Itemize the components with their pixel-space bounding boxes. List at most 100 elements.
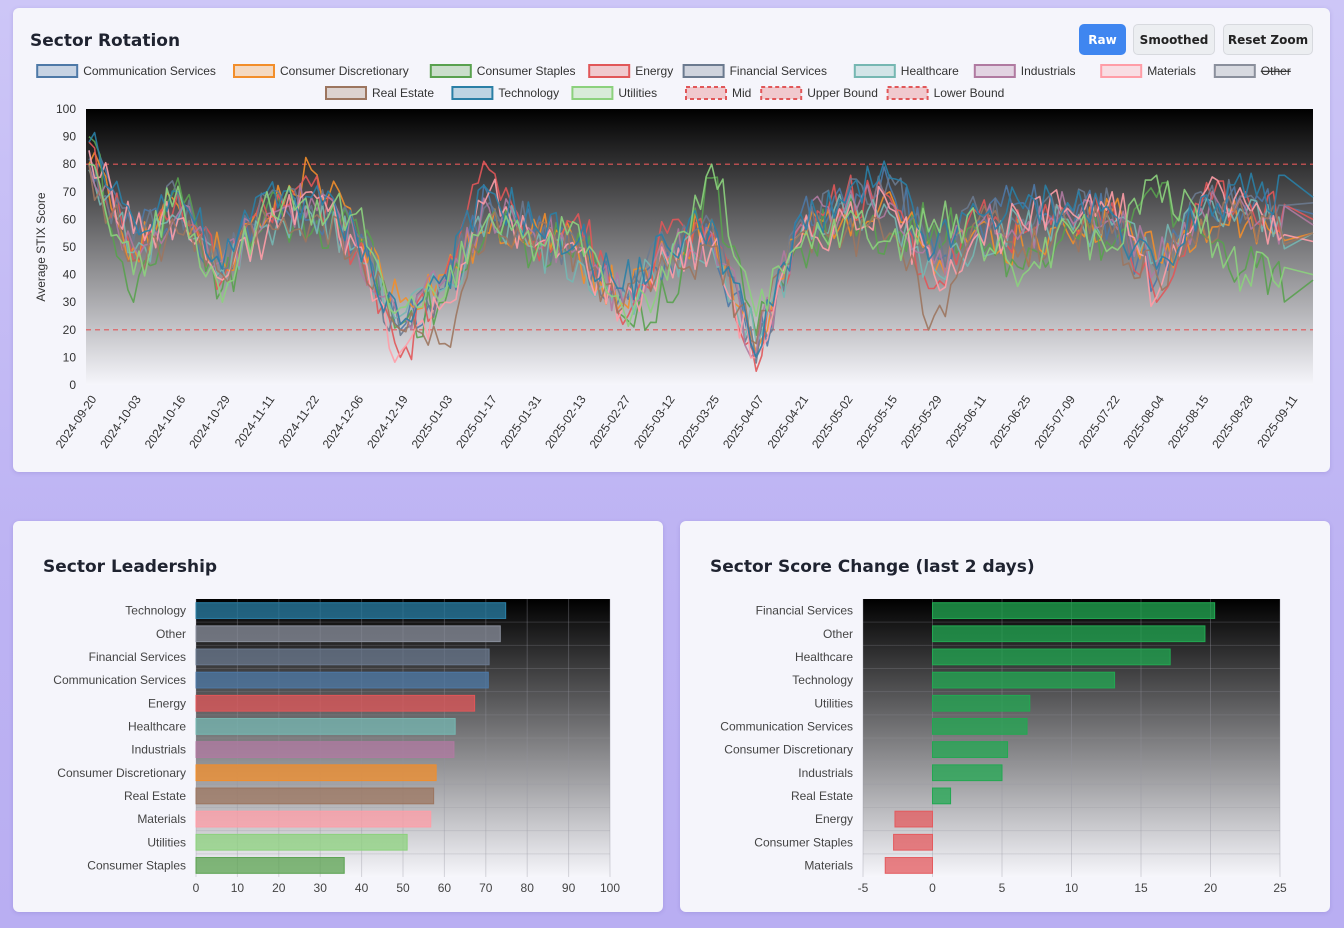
legend-swatch	[36, 64, 79, 78]
bar-materials[interactable]	[884, 857, 934, 874]
series-line-industrials	[88, 163, 1314, 358]
legend-label: Lower Bound	[934, 86, 1005, 100]
sector-score-change-title: Sector Score Change (last 2 days)	[710, 557, 1035, 577]
sector-leadership-card: Sector Leadership 0 10 20 30 40 50 60 70 80 90 100…	[13, 521, 663, 912]
x-tick-label: 2025-07-22	[1076, 392, 1123, 451]
legend-item-healthcare[interactable]: Healthcare	[853, 64, 959, 78]
legend-label: Communication Services	[83, 64, 216, 78]
sector-leadership-title: Sector Leadership	[43, 557, 218, 577]
legend-swatch	[429, 64, 472, 78]
category-label: Energy	[815, 812, 853, 826]
y-axis-label: Average STIX Score	[34, 192, 48, 301]
legend-item-materials[interactable]: Materials	[1100, 64, 1196, 78]
bar-materials[interactable]	[195, 810, 432, 828]
legend-swatch	[451, 86, 494, 100]
bar-technology[interactable]	[932, 671, 1116, 689]
bar-other[interactable]	[195, 625, 501, 643]
legend-item-utilities[interactable]: Utilities	[571, 86, 657, 100]
legend-swatch	[588, 64, 631, 78]
bar-technology[interactable]	[195, 602, 507, 619]
bar-real-estate[interactable]	[195, 787, 435, 805]
sector-leadership-chart[interactable]: 0 10 20 30 40 50 60 70 80 90 100 Technology Other Fin…	[13, 521, 663, 912]
x-tick-label: 80	[521, 881, 535, 895]
legend-item-upper-bound[interactable]: Upper Bound	[760, 86, 878, 100]
category-label: Materials	[804, 858, 853, 872]
x-tick-label: 2025-04-07	[720, 392, 767, 451]
x-tick-label: 5	[999, 881, 1006, 895]
bar-financial-services[interactable]	[195, 648, 490, 666]
legend-item-real-estate[interactable]: Real Estate	[325, 86, 434, 100]
legend-label: Materials	[1147, 64, 1196, 78]
plot-area	[863, 599, 1280, 877]
legend-item-consumer-discretionary[interactable]: Consumer Discretionary	[233, 64, 409, 78]
category-label: Healthcare	[128, 719, 186, 733]
series-line-technology	[88, 131, 1314, 359]
category-label: Energy	[148, 696, 186, 710]
sector-score-change-chart[interactable]: -5 0 5 10 15 20 25 Financial Services Other Healt…	[680, 521, 1330, 912]
bar-communication-services[interactable]	[195, 671, 489, 689]
legend-item-energy[interactable]: Energy	[588, 64, 673, 78]
legend-item-mid[interactable]: Mid	[685, 86, 751, 100]
bar-other[interactable]	[932, 625, 1206, 643]
x-tick-label: 2024-10-03	[97, 392, 144, 451]
bar-utilities[interactable]	[195, 833, 408, 851]
y-tick-label: 80	[63, 157, 77, 171]
legend-item-financial-services[interactable]: Financial Services	[682, 64, 827, 78]
sector-rotation-card: Sector Rotation Raw Smoothed Reset Zoom …	[13, 8, 1330, 472]
x-tick-label: 10	[231, 881, 245, 895]
legend-swatch	[325, 86, 367, 100]
x-tick-label: 2024-12-06	[320, 392, 367, 451]
category-label: Consumer Discretionary	[57, 766, 186, 780]
category-label: Financial Services	[89, 650, 186, 664]
x-tick-label: 0	[929, 881, 936, 895]
legend-item-consumer-staples[interactable]: Consumer Staples	[429, 64, 576, 78]
bar-utilities[interactable]	[932, 694, 1031, 712]
bar-energy[interactable]	[894, 810, 933, 828]
x-tick-label: 100	[600, 881, 620, 895]
legend-item-other[interactable]: Other	[1213, 64, 1291, 78]
sector-score-change-card: Sector Score Change (last 2 days) -5 0 5 10…	[680, 521, 1330, 912]
legend-label: Consumer Staples	[477, 64, 576, 78]
bar-communication-services[interactable]	[932, 718, 1028, 735]
bar-real-estate[interactable]	[932, 787, 952, 805]
legend-item-industrials[interactable]: Industrials	[973, 64, 1076, 78]
legend-label: Financial Services	[730, 64, 827, 78]
category-label: Financial Services	[756, 604, 853, 618]
reset-zoom-button[interactable]: Reset Zoom	[1223, 24, 1313, 55]
sector-rotation-chart[interactable]: Communication Services Consumer Discretio…	[13, 8, 1330, 472]
y-tick-label: 90	[63, 130, 77, 144]
y-tick-label: 30	[63, 295, 77, 309]
x-tick-label: -5	[858, 881, 869, 895]
x-tick-label: 2025-04-21	[764, 392, 811, 451]
series-line-energy	[88, 141, 1314, 372]
bar-healthcare[interactable]	[932, 648, 1171, 666]
smoothed-button[interactable]: Smoothed	[1133, 24, 1215, 55]
category-label: Healthcare	[795, 650, 853, 664]
x-tick-label: 40	[355, 881, 369, 895]
legend-label: Other	[1261, 64, 1291, 78]
x-tick-label: 2024-10-29	[186, 392, 233, 451]
bar-consumer-staples[interactable]	[893, 833, 933, 851]
bar-consumer-discretionary[interactable]	[195, 764, 437, 782]
x-tick-label: 2025-05-15	[853, 392, 900, 451]
x-tick-label: 90	[562, 881, 576, 895]
bar-industrials[interactable]	[195, 741, 455, 758]
category-label: Utilities	[814, 696, 853, 710]
category-label: Other	[823, 627, 853, 641]
legend-item-communication-services[interactable]: Communication Services	[36, 64, 216, 78]
bar-consumer-staples[interactable]	[195, 857, 345, 874]
legend-swatch	[886, 86, 929, 100]
legend-label: Mid	[732, 86, 751, 100]
bar-healthcare[interactable]	[195, 718, 456, 735]
y-tick-label: 60	[63, 212, 77, 226]
bar-financial-services[interactable]	[932, 602, 1216, 619]
raw-button[interactable]: Raw	[1079, 24, 1126, 55]
legend-label: Upper Bound	[807, 86, 878, 100]
legend-label: Healthcare	[901, 64, 959, 78]
legend-swatch	[853, 64, 896, 78]
bar-industrials[interactable]	[932, 764, 1003, 782]
legend-item-technology[interactable]: Technology	[451, 86, 559, 100]
bar-energy[interactable]	[195, 694, 476, 712]
bar-consumer-discretionary[interactable]	[932, 741, 1009, 758]
legend-item-lower-bound[interactable]: Lower Bound	[886, 86, 1005, 100]
